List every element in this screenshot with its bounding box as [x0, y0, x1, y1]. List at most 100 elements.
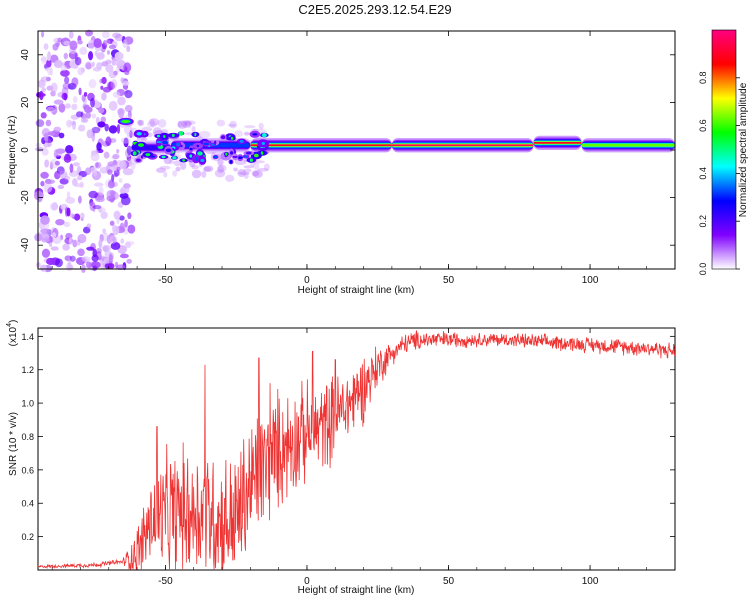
spectrogram-noise-blob	[86, 106, 93, 113]
spectrogram-noise-blob	[45, 179, 56, 185]
spectrogram-carrier-blob-core	[135, 158, 142, 163]
spectrogram-noise-blob	[92, 205, 102, 210]
spectrogram-noise-blob	[124, 219, 128, 228]
spectrogram-carrier-blob-core	[171, 133, 175, 137]
spectrogram-carrier-blob-core	[162, 140, 168, 145]
spectrogram-carrier-blob-core	[194, 132, 197, 137]
spectrogram-carrier-blob-core	[189, 154, 193, 158]
spectrogram-noise-blob	[106, 189, 116, 199]
spectrogram-halo-blob	[198, 130, 211, 139]
spectrogram-noise-blob	[122, 39, 128, 49]
spectrogram-noise-blob	[75, 111, 84, 118]
spectrogram-noise-blob	[81, 94, 86, 102]
spectrogram-x-tick-label: 50	[443, 275, 455, 286]
spectrogram-halo-blob	[122, 168, 134, 176]
colorbar-gradient	[711, 29, 737, 270]
spectrogram-noise-blob	[106, 81, 116, 91]
colorbar: 0.0 0.2 0.4 0.6 0.8 Normalized spectral ampl…	[698, 29, 749, 275]
spectrogram-halo-blob	[187, 121, 192, 129]
spectrogram-noise-blob	[104, 39, 111, 46]
spectrogram-noise-blob	[96, 52, 105, 60]
spectrogram-noise-blob	[113, 169, 120, 177]
spectrogram-halo-blob	[263, 163, 270, 171]
spectrogram-noise-blob	[91, 61, 95, 68]
spectrogram-noise-blob	[67, 82, 77, 90]
spectrogram-noise-blob	[52, 232, 57, 238]
snr-y-axis-label: SNR (10 * v/v)	[8, 412, 19, 476]
spectrogram-carrier-blob-core	[172, 156, 177, 160]
spectrogram-noise-blob	[100, 211, 108, 219]
spectrogram-halo-blob	[234, 130, 244, 138]
spectrogram-carrier-blob-core	[261, 133, 267, 138]
spectrogram-noise-blob	[91, 126, 101, 134]
spectrogram-noise-blob	[47, 51, 51, 62]
spectrogram-carrier-blob-core	[254, 153, 259, 158]
spectrogram-halo-blob	[229, 120, 238, 129]
spectrogram-noise-blob	[103, 39, 107, 46]
spectrogram-halo-blob	[126, 133, 136, 138]
spectrogram-noise-blob	[108, 44, 117, 50]
spectrogram-halo-blob	[243, 172, 249, 179]
figure-title: C2E5.2025.293.12.54.E29	[298, 2, 451, 17]
spectrogram-noise-blob	[69, 255, 76, 262]
spectrogram-noise-blob	[54, 160, 61, 166]
spectrogram-noise-blob	[40, 76, 50, 82]
spectrogram-halo-blob	[225, 174, 235, 182]
spectrogram-noise-blob	[56, 166, 65, 175]
spectrogram-noise-blob	[125, 240, 135, 246]
spectrogram-noise-blob	[77, 248, 85, 257]
snr-x-tick-label: -50	[158, 576, 173, 587]
spectrogram-noise-blob	[120, 77, 125, 83]
spectrogram-noise-blob	[40, 55, 47, 64]
spectrogram-noise-blob	[98, 239, 103, 249]
spectrogram-noise-blob	[69, 163, 74, 173]
snr-y-scale-close: )	[8, 320, 19, 323]
spectrogram-halo-blob	[159, 165, 171, 170]
spectrogram-noise-blob	[112, 91, 121, 98]
snr-x-tick-label: 50	[443, 576, 455, 587]
spectrogram-carrier-blob-core	[200, 158, 205, 162]
colorbar-tick-label: 0.4	[698, 167, 708, 180]
spectrogram-halo-blob	[191, 169, 202, 179]
spectrogram-noise-blob	[40, 180, 45, 187]
spectrogram-y-tick-label: 0	[20, 147, 31, 153]
spectrogram-carrier-blob-core	[244, 154, 248, 158]
spectrogram-noise-blob	[108, 70, 117, 79]
spectrogram-carrier-blob-core	[194, 156, 198, 161]
spectrogram-noise-blob	[64, 175, 71, 181]
spectrogram-carrier-band	[581, 143, 675, 147]
spectrogram-carrier-blob-core	[182, 159, 186, 162]
spectrogram-noise-blob	[101, 76, 107, 85]
spectrogram-noise-blob	[68, 237, 73, 245]
spectrogram-noise-blob	[50, 246, 59, 251]
spectrogram-halo-blob	[243, 131, 250, 136]
spectrogram-carrier-blob-core	[230, 136, 234, 140]
spectrogram-noise-blob	[41, 248, 51, 258]
spectrogram-noise-blob	[127, 212, 132, 220]
spectrogram-halo-blob	[168, 159, 175, 165]
spectrogram-noise-blob	[89, 201, 96, 211]
spectrogram-plot: -50 0 50 100 -40 -20 0 20 40 Height of straight …	[7, 29, 676, 296]
snr-x-axis-label: Height of straight line (km)	[298, 585, 415, 596]
spectrogram-noise-blob	[90, 152, 100, 162]
spectrogram-halo-blob	[251, 170, 260, 177]
spectrogram-halo-blob	[217, 164, 227, 172]
spectrogram-noise-blob	[112, 32, 121, 39]
spectrogram-noise-blob	[123, 62, 132, 73]
spectrogram-y-tick-label: 40	[20, 49, 31, 61]
spectrogram-halo-blob	[228, 123, 237, 127]
spectrogram-noise-blob	[37, 79, 46, 88]
spectrogram-noise-blob	[126, 258, 132, 264]
spectrogram-halo-blob	[257, 167, 269, 172]
spectrogram-noise-blob	[123, 124, 133, 135]
spectrogram-x-axis-label: Height of straight line (km)	[298, 285, 415, 296]
spectrogram-noise-blob	[87, 39, 96, 50]
spectrogram-halo-blob	[180, 161, 187, 170]
spectrogram-noise-blob	[96, 62, 103, 70]
spectrogram-noise-blob	[120, 137, 131, 144]
spectrogram-halo-blob	[238, 171, 250, 175]
spectrogram-noise-blob	[98, 107, 105, 114]
spectrogram-noise-blob	[129, 130, 133, 138]
spectrogram-noise-blob	[72, 120, 77, 130]
